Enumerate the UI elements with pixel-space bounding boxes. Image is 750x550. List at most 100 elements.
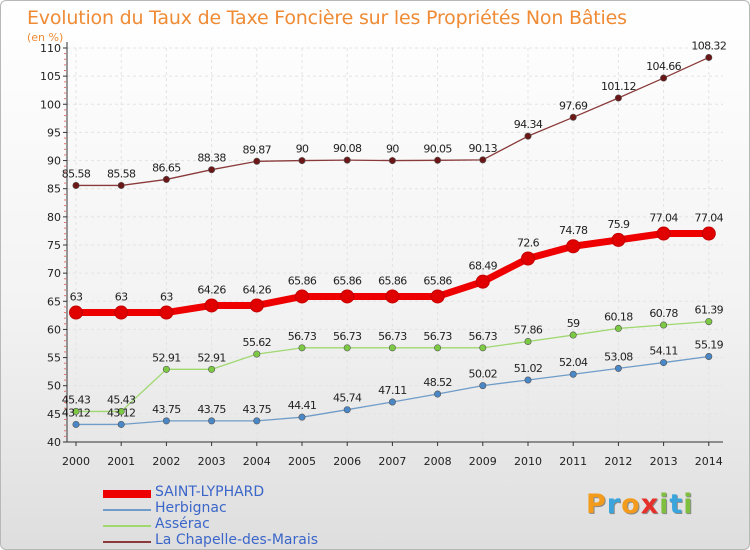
- data-point: [253, 157, 261, 165]
- y-minor-tick: [64, 261, 66, 263]
- data-point: [701, 226, 716, 241]
- data-label: 56.73: [333, 330, 362, 343]
- series-ass-rac: [72, 318, 713, 415]
- data-label: 47.11: [378, 384, 407, 397]
- y-minor-tick: [64, 58, 66, 60]
- data-point: [388, 398, 396, 406]
- y-minor-tick: [64, 171, 66, 173]
- x-tick-label: 2008: [424, 455, 452, 468]
- data-label: 85.58: [62, 167, 91, 180]
- data-label: 63: [70, 291, 83, 304]
- y-minor-tick: [64, 70, 66, 72]
- y-minor-tick: [64, 193, 66, 195]
- y-tick-label: 75: [47, 239, 61, 252]
- chart-title: Evolution du Taux de Taxe Foncière sur l…: [27, 7, 627, 29]
- logo-letter: x: [640, 489, 660, 520]
- logo-letter: i: [683, 489, 694, 520]
- data-point: [69, 305, 83, 320]
- data-label: 55.62: [243, 336, 272, 349]
- logo-letter: r: [606, 489, 622, 520]
- y-tick-label: 55: [47, 352, 61, 365]
- data-point: [343, 344, 351, 352]
- y-tick-label: 60: [47, 323, 61, 336]
- legend-label: Assérac: [155, 516, 210, 532]
- legend-swatch: [103, 490, 151, 498]
- legend-label: SAINT-LYPHARD: [155, 484, 265, 500]
- data-label: 74.78: [559, 224, 588, 237]
- data-label: 54.11: [649, 345, 678, 358]
- data-label: 68.49: [469, 260, 498, 273]
- y-minor-tick: [64, 424, 66, 426]
- unit-label: (en %): [27, 31, 64, 44]
- data-label: 94.34: [514, 118, 543, 131]
- data-point: [343, 156, 351, 164]
- x-tick-label: 2004: [243, 455, 271, 468]
- data-point: [298, 413, 306, 421]
- y-minor-tick: [64, 86, 66, 88]
- y-minor-tick: [64, 351, 66, 353]
- legend-swatch: [103, 509, 151, 511]
- x-tick-label: 2013: [650, 455, 678, 468]
- data-labels-2: 45.43 45.43 52.91 52.91 55.62 56.73 56.73 56.73…: [62, 304, 724, 407]
- data-label: 77.04: [649, 212, 678, 225]
- data-point: [614, 324, 622, 332]
- y-minor-tick: [64, 295, 66, 297]
- y-minor-tick: [64, 278, 66, 280]
- logo-letter: i: [659, 489, 670, 520]
- data-point: [162, 175, 170, 183]
- y-tick-label: 90: [47, 155, 61, 168]
- data-point: [208, 365, 216, 373]
- data-point: [253, 417, 261, 425]
- data-point: [117, 420, 125, 428]
- data-point: [611, 232, 626, 247]
- y-minor-tick: [64, 221, 66, 223]
- series-herbignac: [72, 353, 713, 428]
- data-labels-1: 43.12 43.12 43.75 43.75 43.75 44.41 45.74 47.11…: [62, 339, 724, 420]
- y-minor-tick: [64, 109, 66, 111]
- data-label: 43.75: [152, 403, 181, 416]
- data-label: 90.05: [423, 142, 452, 155]
- data-label: 55.19: [695, 339, 724, 352]
- y-minor-tick: [64, 402, 66, 404]
- data-point: [72, 407, 80, 415]
- x-tick-label: 2009: [469, 455, 497, 468]
- data-label: 63: [160, 291, 173, 304]
- data-label: 108.32: [691, 39, 726, 52]
- data-labels-0: 63 63 63 64.26 64.26 65.86 65.86 65.86 65.86 68.4…: [70, 212, 725, 304]
- x-tick-label: 2005: [288, 455, 316, 468]
- y-minor-tick: [64, 227, 66, 229]
- x-tick-label: 2012: [604, 455, 632, 468]
- data-point: [162, 365, 170, 373]
- data-point: [298, 344, 306, 352]
- data-label: 52.04: [559, 356, 588, 369]
- data-label: 59: [567, 317, 580, 330]
- data-point: [614, 364, 622, 372]
- y-tick-label: 100: [40, 98, 61, 111]
- data-label: 64.26: [197, 283, 226, 296]
- data-label: 43.75: [243, 403, 272, 416]
- data-point: [388, 344, 396, 352]
- data-point: [434, 344, 442, 352]
- data-point: [249, 298, 264, 313]
- y-minor-tick: [64, 379, 66, 381]
- data-label: 89.87: [243, 143, 272, 156]
- y-minor-tick: [64, 98, 66, 100]
- data-point: [569, 370, 577, 378]
- data-label: 60.78: [649, 307, 678, 320]
- data-label: 53.08: [604, 350, 633, 363]
- data-point: [208, 166, 216, 174]
- y-tick-label: 70: [47, 267, 61, 280]
- data-label: 63: [115, 291, 128, 304]
- y-minor-tick: [64, 390, 66, 392]
- data-point: [569, 113, 577, 121]
- data-point: [660, 74, 668, 82]
- data-label: 86.65: [152, 161, 181, 174]
- data-point: [524, 337, 532, 345]
- y-minor-tick: [64, 334, 66, 336]
- y-minor-tick: [64, 143, 66, 145]
- data-point: [521, 251, 535, 266]
- y-minor-tick: [64, 238, 66, 240]
- legend-swatch: [103, 525, 151, 527]
- y-minor-tick: [64, 64, 66, 66]
- logo-letter: t: [669, 489, 684, 520]
